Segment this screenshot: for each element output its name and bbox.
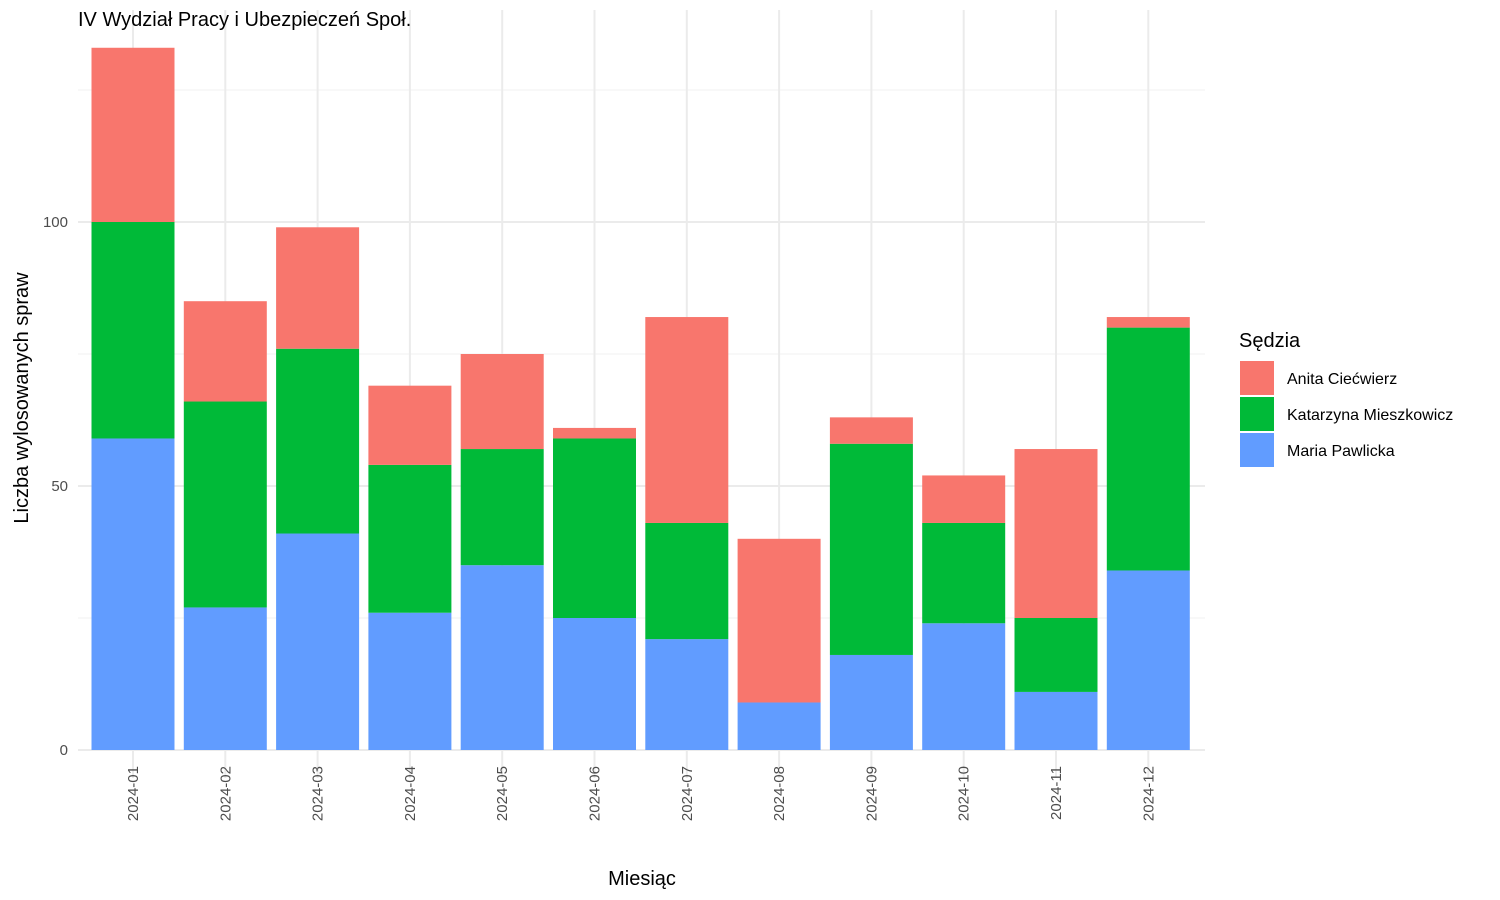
bar-segment <box>553 618 636 750</box>
x-tick-label: 2024-08 <box>771 766 788 821</box>
bar-segment <box>91 438 175 750</box>
bar-segment <box>368 464 452 613</box>
x-axis-title: Miesiąc <box>608 868 676 890</box>
bar-segment <box>829 654 913 750</box>
x-tick-label: 2024-09 <box>863 766 880 821</box>
x-tick-label: 2024-04 <box>402 766 419 821</box>
legend-label: Maria Pawlicka <box>1287 443 1395 460</box>
bar-segment <box>276 348 360 534</box>
legend: Sędzia Anita Ciećwierz Katarzyna Mieszkow… <box>1239 330 1453 467</box>
bar-segment <box>1106 317 1190 328</box>
bar-segment <box>922 623 1006 750</box>
x-tick-label: 2024-06 <box>587 766 604 821</box>
legend-title: Sędzia <box>1239 330 1301 352</box>
bar-segment <box>922 522 1006 624</box>
bar-segment <box>183 301 267 402</box>
bar-segment <box>460 354 544 450</box>
x-tick-label: 2024-02 <box>217 766 234 821</box>
bar-segment <box>91 222 175 439</box>
x-tick-label: 2024-03 <box>310 766 327 821</box>
x-tick-label: 2024-11 <box>1048 766 1065 820</box>
x-tick-label: 2024-10 <box>956 766 973 821</box>
bars <box>91 47 1190 750</box>
bar-segment <box>1014 449 1098 618</box>
y-axis-ticks: 0 50 100 <box>43 214 68 759</box>
bar-segment <box>645 639 729 750</box>
bar-segment <box>1014 691 1098 750</box>
chart-title: IV Wydział Pracy i Ubezpieczeń Społ. <box>78 9 411 31</box>
x-tick-label: 2024-07 <box>679 766 696 821</box>
bar-segment <box>276 227 360 349</box>
bar-segment <box>645 522 729 640</box>
bar-segment <box>645 317 729 523</box>
bar-segment <box>1014 618 1098 692</box>
bar-segment <box>91 47 175 223</box>
bar-segment <box>553 438 636 618</box>
legend-swatch <box>1240 397 1274 431</box>
bar-segment <box>829 443 913 655</box>
y-axis-title: Liczba wylosowanych spraw <box>11 272 33 524</box>
bar-segment <box>460 449 544 566</box>
legend-label: Anita Ciećwierz <box>1287 371 1397 388</box>
x-axis-ticks: 2024-01 2024-02 2024-03 2024-04 2024-05 2024-… <box>125 766 1157 821</box>
bar-segment <box>183 607 267 750</box>
y-tick-label: 0 <box>60 742 68 759</box>
bar-segment <box>553 427 636 439</box>
legend-swatch <box>1240 433 1274 467</box>
legend-label: Katarzyna Mieszkowicz <box>1287 407 1453 424</box>
bar-segment <box>1106 570 1190 750</box>
bar-segment <box>1106 327 1190 571</box>
x-tick-label: 2024-05 <box>494 766 511 821</box>
x-tick-label: 2024-01 <box>125 766 142 821</box>
legend-swatch <box>1240 361 1274 395</box>
bar-segment <box>829 417 913 444</box>
x-tick-label: 2024-12 <box>1140 766 1157 821</box>
bar-segment <box>368 385 452 465</box>
bar-segment <box>276 533 360 750</box>
bar-segment <box>737 538 821 703</box>
bar-segment <box>368 612 452 750</box>
y-tick-label: 100 <box>43 214 68 231</box>
bar-segment <box>460 565 544 750</box>
bar-segment <box>737 702 821 750</box>
y-tick-label: 50 <box>51 478 68 495</box>
bar-segment <box>922 475 1006 523</box>
bar-segment <box>183 401 267 608</box>
